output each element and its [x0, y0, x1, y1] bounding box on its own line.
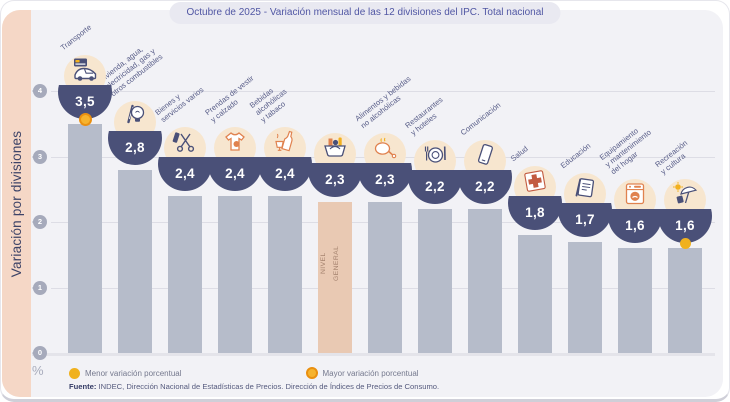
category-icon-group: 2,3 [358, 133, 412, 197]
max-marker-swatch-icon [305, 367, 318, 379]
value-bowl: 2,4 [158, 157, 212, 191]
bar [218, 196, 252, 353]
x-axis-baseline [32, 353, 715, 356]
y-tick-4: 4 [32, 84, 47, 98]
value-badge: 2,2 [425, 179, 445, 194]
bar [68, 124, 102, 353]
y-tick-2: 2 [32, 215, 47, 229]
transport-icon [72, 57, 98, 83]
y-axis-strip [2, 10, 31, 397]
value-bowl: 2,2 [458, 170, 512, 204]
category-icon-group: 1,7 [558, 173, 612, 237]
legend-max-label: Mayor variación porcentual [322, 368, 419, 378]
communication-icon [472, 142, 498, 168]
bar [518, 235, 552, 353]
min-marker-swatch-icon [69, 367, 80, 379]
bar [268, 196, 302, 353]
health-icon [522, 168, 548, 194]
education-icon [572, 175, 598, 201]
bar-nivel-general: NIVEL GENERAL [318, 202, 352, 353]
legend-item-max: Mayor variación porcentual [305, 367, 419, 379]
category-icon-group: 2,3 [308, 133, 362, 197]
value-badge: 2,3 [375, 172, 395, 187]
recreation-icon [672, 181, 698, 207]
value-badge: 2,3 [325, 172, 345, 187]
alcohol-tobacco-icon [272, 129, 298, 155]
category-icon-group: 2,4 [258, 127, 312, 191]
bar [418, 209, 452, 353]
y-tick-0: 0 [32, 346, 47, 360]
chart-title: Octubre de 2025 - Variación mensual de l… [169, 2, 561, 24]
category-icon-group: 2,2 [408, 140, 462, 204]
value-bowl: 2,3 [308, 163, 362, 197]
food-icon [372, 135, 398, 161]
value-badge: 2,4 [225, 166, 245, 181]
bar [618, 248, 652, 353]
value-badge: 2,4 [175, 166, 195, 181]
category-icon-group: 3,5 [58, 55, 112, 119]
housing-utilities-icon [122, 103, 148, 129]
value-bowl: 2,4 [258, 157, 312, 191]
bar [118, 170, 152, 353]
category-icon-group: 1,6 [608, 179, 662, 243]
legend: Menor variación porcentual Mayor variaci… [69, 367, 419, 379]
min-variation-marker [679, 237, 691, 249]
value-bowl: 2,3 [358, 163, 412, 197]
value-bowl: 2,2 [408, 170, 462, 204]
value-badge: 1,6 [625, 218, 645, 233]
y-tick-3: 3 [32, 149, 47, 164]
bar [368, 202, 402, 353]
value-bowl: 1,6 [658, 209, 712, 243]
value-bowl: 1,6 [608, 209, 662, 243]
category-icon-group: 2,4 [208, 127, 262, 191]
home-equipment-icon [622, 181, 648, 207]
general-level-basket-icon [322, 135, 348, 161]
bar [568, 242, 602, 353]
category-icon-group: 2,4 [158, 127, 212, 191]
value-badge: 3,5 [75, 94, 95, 109]
value-badge: 1,7 [575, 212, 595, 227]
clothing-icon [222, 129, 248, 155]
value-bowl: 1,7 [558, 203, 612, 237]
y-tick-1: 1 [32, 280, 47, 295]
category-icon-group: 1,6 [658, 179, 712, 243]
max-variation-marker [78, 112, 92, 126]
value-badge: 2,8 [125, 140, 145, 155]
value-bowl: 2,8 [108, 131, 162, 165]
value-bowl: 1,8 [508, 196, 562, 230]
goods-services-icon [172, 129, 198, 155]
value-bowl: 2,4 [208, 157, 262, 191]
bar [468, 209, 502, 353]
gridline-4 [51, 91, 715, 92]
y-axis-title: Variación por divisiones [9, 130, 24, 278]
y-axis-unit: % [32, 363, 44, 378]
category-icon-group: 1,8 [508, 166, 562, 230]
legend-min-label: Menor variación porcentual [85, 368, 182, 378]
legend-item-min: Menor variación porcentual [69, 367, 182, 379]
nivel-general-label: NIVEL GENERAL [320, 245, 340, 281]
value-badge: 2,2 [475, 179, 495, 194]
value-badge: 1,6 [675, 218, 695, 233]
source-text: INDEC, Dirección Nacional de Estadística… [96, 382, 440, 391]
category-icon-group: 2,8 [108, 101, 162, 165]
restaurants-icon [422, 142, 448, 168]
value-badge: 1,8 [525, 205, 545, 220]
source-note: Fuente: INDEC, Dirección Nacional de Est… [69, 382, 439, 391]
value-badge: 2,4 [275, 166, 295, 181]
source-label: Fuente: [69, 382, 97, 391]
bar [168, 196, 202, 353]
category-icon-group: 2,2 [458, 140, 512, 204]
bar [668, 248, 702, 353]
